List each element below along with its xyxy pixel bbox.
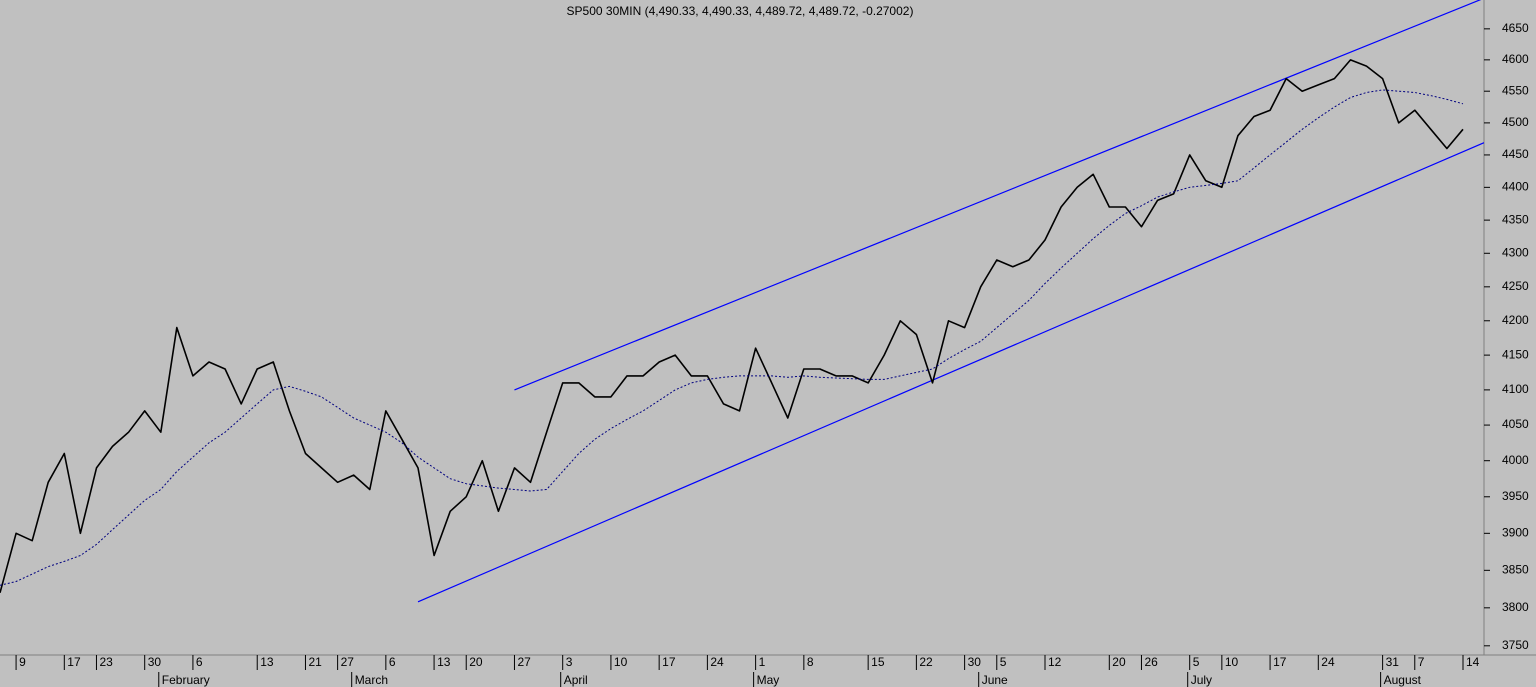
month-label: May <box>757 673 780 687</box>
x-tick-label: 13 <box>260 655 274 669</box>
y-tick-label: 4200 <box>1502 313 1529 327</box>
y-tick-label: 3950 <box>1502 489 1529 503</box>
month-label: August <box>1384 673 1422 687</box>
trendline <box>514 0 1482 391</box>
y-tick-label: 4000 <box>1502 453 1529 467</box>
x-tick-label: 7 <box>1418 655 1425 669</box>
month-label: April <box>564 673 588 687</box>
month-label: June <box>982 673 1008 687</box>
x-tick-label: 5 <box>1000 655 1007 669</box>
plot-area <box>0 0 1484 603</box>
y-tick-label: 4600 <box>1502 52 1529 66</box>
x-tick-label: 24 <box>710 655 724 669</box>
y-tick-label: 4550 <box>1502 83 1529 97</box>
x-tick-label: 27 <box>517 655 531 669</box>
x-tick-label: 22 <box>919 655 933 669</box>
x-tick-label: 15 <box>871 655 885 669</box>
month-label: July <box>1191 673 1212 687</box>
y-tick-label: 4250 <box>1502 279 1529 293</box>
x-tick-label: 27 <box>341 655 355 669</box>
x-tick-label: 5 <box>1193 655 1200 669</box>
y-tick-label: 4150 <box>1502 347 1529 361</box>
x-tick-label: 1 <box>759 655 766 669</box>
month-label: February <box>162 673 210 687</box>
y-tick-label: 4100 <box>1502 382 1529 396</box>
x-tick-label: 6 <box>196 655 203 669</box>
y-tick-label: 4500 <box>1502 115 1529 129</box>
x-tick-label: 21 <box>308 655 322 669</box>
x-tick-label: 10 <box>1225 655 1239 669</box>
x-tick-label: 12 <box>1048 655 1062 669</box>
y-tick-label: 4650 <box>1502 21 1529 35</box>
x-tick-label: 23 <box>99 655 113 669</box>
y-tick-label: 3850 <box>1502 562 1529 576</box>
chart-title: SP500 30MIN (4,490.33, 4,490.33, 4,489.7… <box>567 4 914 18</box>
x-tick-label: 6 <box>389 655 396 669</box>
x-tick-label: 20 <box>1112 655 1126 669</box>
x-tick-label: 13 <box>437 655 451 669</box>
trendline <box>417 142 1484 603</box>
month-label: March <box>355 673 388 687</box>
x-tick-label: 20 <box>469 655 483 669</box>
price-line <box>0 59 1464 594</box>
x-tick-label: 9 <box>19 655 26 669</box>
x-tick-label: 24 <box>1321 655 1335 669</box>
x-tick-label: 30 <box>968 655 982 669</box>
x-tick-label: 8 <box>807 655 814 669</box>
y-tick-label: 4050 <box>1502 417 1529 431</box>
y-tick-label: 4350 <box>1502 212 1529 226</box>
y-tick-label: 4300 <box>1502 245 1529 259</box>
y-tick-label: 3750 <box>1502 638 1529 652</box>
x-tick-label: 10 <box>614 655 628 669</box>
x-tick-label: 17 <box>1273 655 1287 669</box>
x-tick-label: 30 <box>148 655 162 669</box>
x-tick-label: 31 <box>1386 655 1400 669</box>
moving-average-line <box>0 89 1464 586</box>
x-tick-label: 14 <box>1466 655 1480 669</box>
x-tick-label: 17 <box>662 655 676 669</box>
y-tick-label: 3900 <box>1502 525 1529 539</box>
x-tick-label: 26 <box>1144 655 1158 669</box>
y-tick-label: 4400 <box>1502 180 1529 194</box>
y-tick-label: 4450 <box>1502 147 1529 161</box>
y-tick-label: 3800 <box>1502 600 1529 614</box>
x-tick-label: 3 <box>566 655 573 669</box>
x-tick-label: 17 <box>67 655 81 669</box>
